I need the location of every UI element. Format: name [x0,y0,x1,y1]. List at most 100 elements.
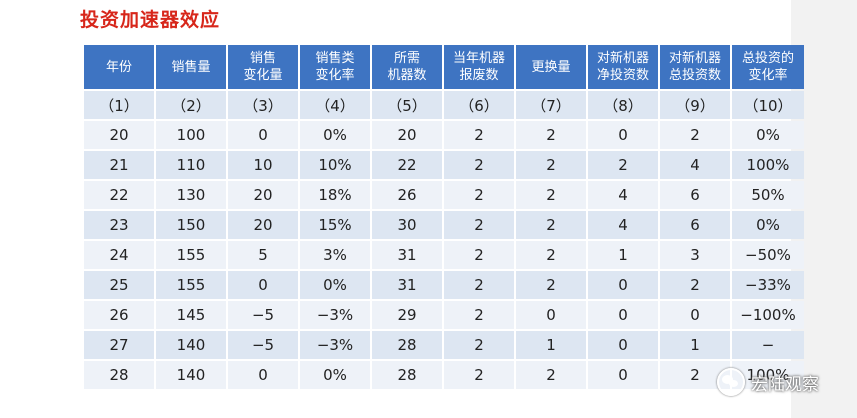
table-cell: 23 [84,211,154,239]
table-cell: −3% [300,301,370,329]
table-cell: 1 [588,241,658,269]
watermark: 宏陆观察 [717,368,819,396]
table-cell: 3 [660,241,730,269]
table-cell: −3% [300,331,370,359]
table-cell: 3% [300,241,370,269]
table-cell: 29 [372,301,442,329]
table-cell: 31 [372,241,442,269]
table-cell: 2 [660,121,730,149]
column-header-line: 变化率 [315,68,355,83]
page-title: 投资加速器效应 [80,9,221,31]
table-cell: 0 [228,121,298,149]
table-cell: 27 [84,331,154,359]
table-cell: 0 [516,301,586,329]
table-cell: 2 [444,241,514,269]
table-cell: −5 [228,331,298,359]
table-cell: （1） [84,91,154,119]
table-row: 25 155 0 0% 31 2 2 0 2 −33% [84,271,804,299]
watermark-text: 宏陆观察 [751,374,819,395]
table-cell: （3） [228,91,298,119]
table-cell: （10） [732,91,804,119]
table-cell: 145 [156,301,226,329]
table-cell: 140 [156,331,226,359]
table-cell: −100% [732,301,804,329]
table-cell: 2 [516,181,586,209]
column-header: 当年机器 报废数 [444,45,514,89]
table-cell: 155 [156,241,226,269]
column-header-line: 变化率 [748,68,788,83]
table-cell: 2 [516,241,586,269]
table-row: 23 150 20 15% 30 2 2 4 6 0% [84,211,804,239]
column-header-line: 报废数 [459,68,499,83]
table-cell: （7） [516,91,586,119]
table-cell: 15% [300,211,370,239]
column-header: 销售类 变化率 [300,45,370,89]
table-cell: 25 [84,271,154,299]
table-row: 26 145 −5 −3% 29 2 0 0 0 −100% [84,301,804,329]
table-cell: 31 [372,271,442,299]
table-cell: 21 [84,151,154,179]
column-header-line: 销售 [249,51,276,66]
table-cell: −50% [732,241,804,269]
table-cell: 130 [156,181,226,209]
table-cell: 100 [156,121,226,149]
table-cell: 0 [228,271,298,299]
table-cell: （8） [588,91,658,119]
column-header-line: 更换量 [531,59,571,75]
table-cell: 140 [156,361,226,389]
table-cell: 2 [588,151,658,179]
table-row: 21 110 10 10% 22 2 2 2 4 100% [84,151,804,179]
table-cell: 50% [732,181,804,209]
table-cell: 10% [300,151,370,179]
column-header-line: 当年机器 [452,51,505,66]
table-cell: 26 [84,301,154,329]
table-cell: 2 [516,211,586,239]
table-cell: 28 [372,361,442,389]
column-header: 总投资的 变化率 [732,45,804,89]
wechat-icon [717,368,745,396]
table-cell: 20 [372,121,442,149]
header-row: 年份 销售量 销售 变化量 销售类 变化率 所需 机器数 当年机器 报废数 更换量 对新机器 净投资数对… [84,45,804,89]
table-cell: 0 [588,301,658,329]
table-cell: （2） [156,91,226,119]
column-header-line: 销售类 [315,51,355,66]
table-cell: 150 [156,211,226,239]
table-cell: （5） [372,91,442,119]
table-cell: 2 [444,271,514,299]
table-cell: 6 [660,211,730,239]
table-cell: 2 [660,271,730,299]
column-header: 所需 机器数 [372,45,442,89]
column-header-line: 变化量 [243,68,283,83]
table-cell: 30 [372,211,442,239]
table-cell: （4） [300,91,370,119]
table-cell: 0% [300,121,370,149]
column-header-line: 机器数 [387,68,427,83]
table-cell: 0 [588,331,658,359]
table-row: 24 155 5 3% 31 2 2 1 3 −50% [84,241,804,269]
table-cell: 22 [372,151,442,179]
table-cell: 20 [228,181,298,209]
table-cell: 2 [444,331,514,359]
table-row: （1） （2） （3） （4） （5） （6） （7） （8） （9） （10） [84,91,804,119]
table-cell: 100% [732,361,804,389]
table-cell: 2 [444,361,514,389]
table-cell: 0% [300,361,370,389]
table-row: 28 140 0 0% 28 2 2 0 2 100% [84,361,804,389]
table-cell: 0% [732,211,804,239]
table-cell: −33% [732,271,804,299]
table-cell: − [732,331,804,359]
column-header-line: 净投资数 [596,68,649,83]
table-cell: −5 [228,301,298,329]
table-cell: 1 [660,331,730,359]
table-cell: 2 [516,271,586,299]
table-cell: 100% [732,151,804,179]
table-cell: 28 [372,331,442,359]
table-cell: 2 [444,121,514,149]
column-header-line: 对新机器 [668,51,721,66]
table-cell: （9） [660,91,730,119]
table-cell: 26 [372,181,442,209]
table-cell: 2 [444,181,514,209]
table-cell: 0 [588,271,658,299]
table-cell: 2 [516,151,586,179]
table-cell: 4 [588,211,658,239]
